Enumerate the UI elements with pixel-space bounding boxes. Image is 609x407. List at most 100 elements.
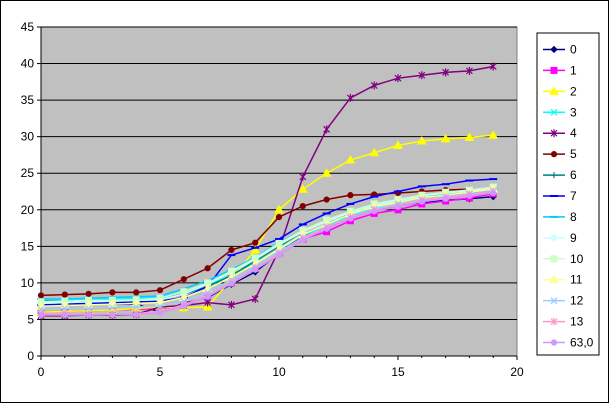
data-point [37,292,45,299]
data-point [275,252,283,259]
data-point [418,71,426,80]
legend-item: 0 [543,42,577,56]
data-point [346,93,354,102]
data-point [156,309,164,316]
data-point [227,300,235,309]
x-tick-label: 20 [510,365,524,379]
data-point [61,305,69,312]
data-point [490,189,497,197]
legend-swatch-marker [549,86,559,95]
data-point [394,74,402,83]
x-tick-label: 15 [391,365,405,379]
y-tick-label: 10 [21,276,35,290]
data-point [275,213,283,221]
data-point [418,198,425,205]
data-point [299,203,306,210]
legend-item: 9 [543,231,577,245]
legend-label: 2 [570,84,577,98]
data-point [323,196,330,203]
legend-item: 13 [543,315,584,329]
series-line [40,188,494,297]
data-point [133,311,140,318]
data-point [156,287,164,294]
legend-swatch-marker [550,317,558,326]
data-point [133,289,140,296]
legend-label: 6 [570,168,577,182]
data-point [321,168,332,177]
data-point [132,303,140,311]
data-point [347,215,354,222]
data-point [393,140,403,149]
data-point [85,311,92,319]
data-point [180,303,187,310]
legend-swatch-marker [550,339,558,346]
y-tick-label: 35 [21,93,35,107]
legend-item: 1 [543,63,577,77]
legend-label: 0 [570,42,577,56]
data-point [416,136,427,145]
data-point [228,280,235,287]
y-tick-label: 45 [21,20,35,34]
data-point [37,311,45,319]
legend-swatch-marker [549,274,559,284]
y-tick-label: 40 [21,57,35,71]
legend-label: 10 [570,252,584,266]
data-point [156,302,164,310]
y-tick-label: 5 [27,312,34,326]
series-63-0 [37,189,497,319]
y-tick-label: 30 [21,130,35,144]
data-point [204,298,212,307]
legend-label: 12 [570,294,584,308]
data-point [345,155,356,164]
data-point [109,311,116,318]
legend-swatch-marker [550,297,558,305]
legend-swatch-marker [551,172,557,179]
legend-box [536,32,600,356]
legend-item: 5 [543,147,577,161]
legend-item: 3 [543,105,577,119]
data-point [442,195,449,202]
series-line [40,186,494,303]
series-line [40,188,494,308]
legend-label: 13 [570,315,584,329]
data-point [371,208,378,215]
legend-label: 11 [570,273,583,287]
legend-item: 4 [543,126,577,140]
legend-label: 5 [570,147,577,161]
data-point [180,276,187,283]
data-point [204,293,211,300]
data-point [489,62,497,71]
data-point [347,192,354,199]
y-tick-label: 0 [27,349,34,363]
legend-swatch-marker [550,108,558,116]
data-point [109,289,116,296]
data-point [204,265,211,272]
legend-item: 7 [543,189,577,203]
legend-swatch-marker [550,129,558,138]
legend-item: 2 [543,84,577,98]
legend-item: 12 [543,294,584,308]
data-point [251,294,259,303]
x-tick-label: 0 [38,365,45,379]
legend-label: 7 [570,189,577,203]
data-point [297,184,308,193]
series-line [40,190,494,310]
legend-swatch-marker [550,234,558,241]
data-point [85,305,93,312]
data-point [440,133,451,143]
data-point [370,81,378,90]
data-point [61,291,68,298]
data-point [228,246,235,254]
axes: 0 5 10 15 20 25 30 35 40 45 0 5 10 15 20 [21,20,524,379]
legend-item: 6 [543,168,577,182]
data-point [274,204,284,214]
legend-swatch-marker [550,255,558,263]
legend-item: 10 [543,252,584,266]
data-point [250,244,261,254]
legend-swatch-marker [550,66,558,74]
x-tick-label: 10 [272,365,286,379]
y-tick-label: 15 [21,239,35,253]
